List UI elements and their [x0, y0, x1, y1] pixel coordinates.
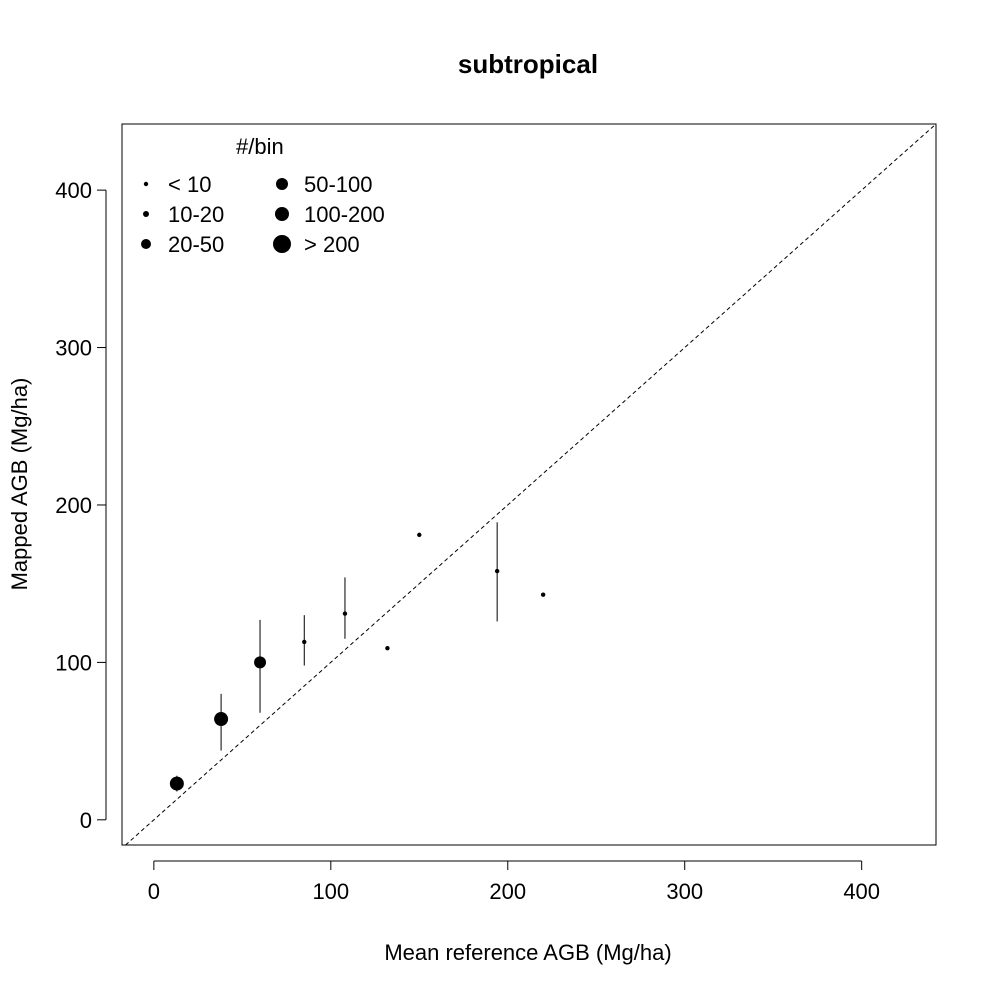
- legend-marker: [143, 211, 149, 217]
- y-tick-label: 100: [55, 650, 92, 675]
- legend-label: < 10: [168, 172, 211, 197]
- x-axis-label: Mean reference AGB (Mg/ha): [384, 940, 671, 965]
- data-point: [540, 592, 546, 597]
- legend-title: #/bin: [236, 134, 284, 159]
- data-points: [169, 522, 546, 792]
- data-point: [302, 639, 307, 645]
- data-point: [169, 776, 184, 791]
- x-axis: 0 100 200 300 400: [148, 860, 880, 904]
- x-tick-label: 400: [843, 879, 880, 904]
- data-point: [214, 712, 229, 727]
- legend-marker: [276, 178, 288, 190]
- legend-label: 100-200: [304, 202, 385, 227]
- data-point: [494, 568, 500, 574]
- y-tick-label: 200: [55, 493, 92, 518]
- legend-marker: [275, 207, 289, 221]
- data-point: [342, 611, 348, 616]
- x-tick-label: 100: [312, 879, 349, 904]
- data-point: [417, 532, 422, 538]
- x-tick-label: 300: [666, 879, 703, 904]
- legend-marker: [141, 239, 151, 249]
- legend-label: 50-100: [304, 172, 373, 197]
- data-point: [254, 656, 267, 669]
- chart-title: subtropical: [458, 49, 598, 79]
- data-point: [385, 646, 390, 651]
- y-tick-label: 300: [55, 336, 92, 361]
- plot-frame: [121, 123, 937, 846]
- x-tick-label: 0: [148, 879, 160, 904]
- reference-line: [125, 123, 937, 846]
- legend-label: 20-50: [168, 232, 224, 257]
- one-to-one-line: [125, 123, 937, 846]
- legend-marker: [143, 181, 149, 187]
- y-tick-label: 400: [55, 178, 92, 203]
- y-axis-label: Mapped AGB (Mg/ha): [7, 378, 32, 591]
- y-axis: 0 100 200 300 400: [55, 178, 107, 833]
- legend-marker: [273, 235, 291, 253]
- legend: #/bin < 10 10-20 20-50 50-100 100-200 > 200: [141, 134, 385, 257]
- y-tick-label: 0: [80, 808, 92, 833]
- legend-label: > 200: [304, 232, 360, 257]
- legend-label: 10-20: [168, 202, 224, 227]
- x-tick-label: 200: [489, 879, 526, 904]
